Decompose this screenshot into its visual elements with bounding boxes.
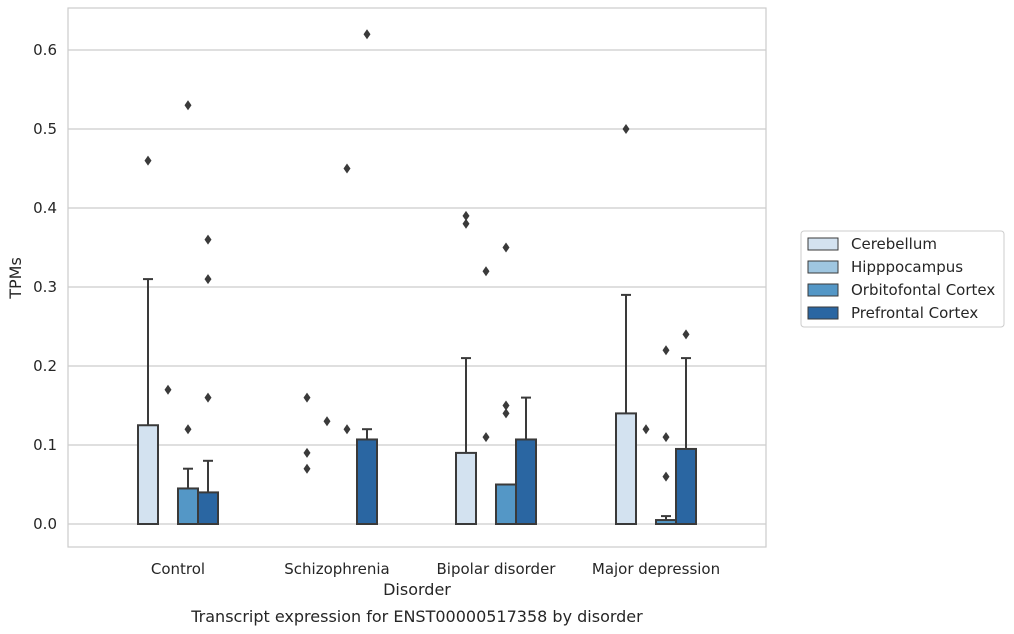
outlier-point [622,124,630,134]
y-axis-title: TPMs [6,257,25,300]
y-tick-label: 0.6 [33,41,57,59]
legend-label: Hipppocampus [851,258,963,276]
outlier-point [662,471,670,482]
outlier-point [502,408,510,419]
bar [515,438,537,525]
plot-frame [67,7,767,548]
outlier-point [482,266,490,277]
legend-label: Orbitofontal Cortex [851,281,995,299]
bar [356,438,378,525]
y-tick-label: 0.5 [33,120,57,138]
outlier-point [303,392,311,403]
outlier-point [363,29,371,40]
outlier-point [164,384,172,395]
outlier-point [184,424,192,435]
legend: Cerebellum Hipppocampus Orbitofontal Corte… [800,230,1005,328]
error-bars [143,278,691,521]
outlier-point [502,242,510,253]
outlier-point [482,432,490,443]
outlier-point [204,392,212,403]
chart-title: Transcript expression for ENST0000051735… [190,607,643,626]
bar [615,412,637,525]
outlier-point [343,424,351,435]
y-tick-label: 0.0 [33,515,57,533]
outlier-point [303,463,311,474]
outlier-point [502,400,510,411]
bar [495,483,517,525]
x-tick-label: Bipolar disorder [437,560,557,578]
legend-label: Cerebellum [851,235,937,253]
y-tick-label: 0.4 [33,199,57,217]
bar [137,424,159,525]
outlier-point [662,432,670,443]
outlier-point [462,218,470,229]
y-tick-label: 0.3 [33,278,57,296]
outlier-point [204,274,212,285]
outlier-point [462,210,470,221]
bar [675,447,697,526]
legend-swatch [807,306,839,320]
legend-frame [800,230,1005,328]
outlier-point [642,424,650,435]
outlier-point [204,234,212,245]
x-tick-label: Schizophrenia [284,560,389,578]
outlier-point [323,416,331,427]
outlier-point [184,100,192,111]
legend-swatch [807,260,839,274]
outlier-point [682,329,690,340]
x-tick-labels: Control Schizophrenia Bipolar disorder Majo… [151,560,720,578]
outlier-point [343,163,351,174]
y-tick-labels: 0.0 0.1 0.2 0.3 0.4 0.5 0.6 [33,41,57,533]
bar [655,519,677,525]
bar [455,451,477,525]
y-tick-label: 0.2 [33,357,57,375]
outlier-point [303,447,311,458]
legend-swatch [807,237,839,251]
outlier-markers [144,29,690,482]
x-axis-title: Disorder [383,580,451,599]
x-tick-label: Control [151,560,205,578]
bars [137,412,697,526]
x-tick-label: Major depression [592,560,720,578]
gridlines [68,49,766,525]
y-tick-label: 0.1 [33,436,57,454]
legend-label: Prefrontal Cortex [851,304,978,322]
outlier-point [144,155,152,166]
legend-swatch [807,283,839,297]
outlier-point [662,345,670,356]
bar [197,491,219,525]
bar [177,487,199,526]
